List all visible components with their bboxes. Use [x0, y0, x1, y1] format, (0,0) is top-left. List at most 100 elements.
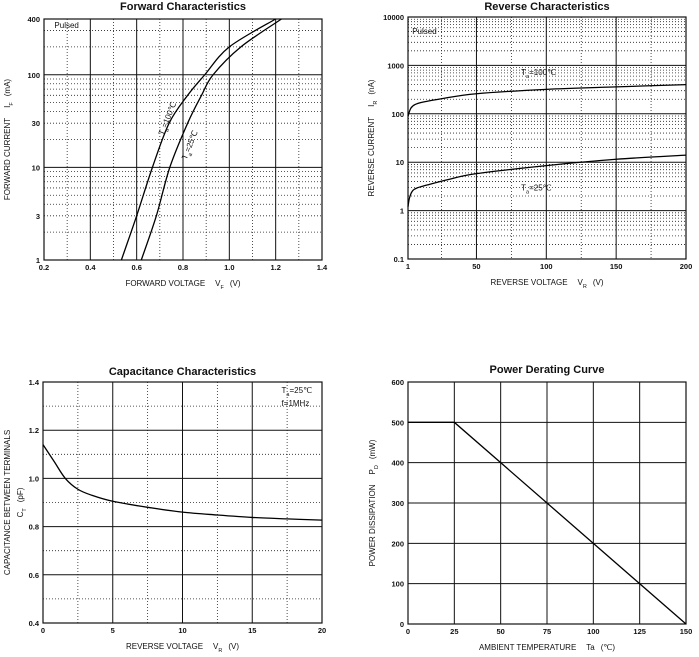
y-axis-unit-label: CT (pF) [16, 487, 28, 517]
axis-label-text: REVERSE VOLTAGE [126, 642, 203, 651]
axis-label-symbol: V [215, 279, 221, 288]
chart-power: Power Derating Curve 0 25 50 75 100 125 150 0 100… [368, 364, 692, 652]
y-tick-label: 0.8 [29, 523, 39, 532]
x-tick-label: 150 [610, 262, 623, 271]
annotation-label: Ta=25℃ [282, 386, 313, 398]
y-axis-label: FORWARD CURRENT IF (mA) [3, 79, 15, 200]
annotation-label: Pulsed [412, 27, 436, 36]
axis-label-text: REVERSE CURRENT [367, 117, 376, 197]
axis-label-symbol: P [368, 469, 377, 474]
axis-label-subscript: R [583, 284, 587, 290]
y-tick-label: 10000 [383, 13, 404, 22]
annotation-rest: =100℃ [160, 101, 178, 129]
axis-label-unit: (V) [593, 278, 604, 287]
x-tick-label: 20 [318, 626, 326, 635]
axis-label-unit: (℃) [601, 643, 616, 652]
x-tick-label: 125 [633, 627, 646, 636]
series-line-1 [140, 18, 282, 261]
y-tick-label: 3 [36, 212, 40, 221]
y-tick-label: 500 [391, 418, 404, 427]
y-tick-label: 400 [27, 15, 40, 24]
chart-title: Forward Characteristics [120, 1, 246, 13]
annotation-label: Pulsed [54, 21, 78, 30]
chart-title: Power Derating Curve [490, 364, 605, 376]
annotation-main: Pulsed [412, 27, 436, 36]
chart-title: Reverse Characteristics [484, 1, 609, 13]
y-tick-label: 300 [391, 499, 404, 508]
axis-label-subscript: D [374, 465, 380, 469]
annotation-main: T [282, 386, 287, 395]
annotation-label: Ta=100℃ [521, 68, 556, 80]
axis-label-subscript: R [373, 101, 379, 105]
series-line-0 [42, 444, 323, 521]
y-tick-label: 600 [391, 378, 404, 387]
x-tick-label: 1.2 [270, 263, 280, 272]
x-tick-label: 75 [543, 627, 551, 636]
y-tick-label: 0.6 [29, 571, 39, 580]
x-tick-label: 50 [472, 262, 480, 271]
x-tick-label: 200 [680, 262, 693, 271]
chart-title: Capacitance Characteristics [109, 366, 256, 378]
x-tick-label: 1.4 [317, 263, 328, 272]
y-tick-label: 1.2 [29, 426, 39, 435]
chart-forward: Forward Characteristics 0.2 0.4 0.6 0.8 1.0 1.… [3, 1, 328, 291]
x-tick-label: 0.6 [131, 263, 141, 272]
plot-frame [407, 16, 687, 260]
annotation-main: T [521, 68, 526, 77]
axis-label-symbol: I [3, 106, 12, 108]
x-tick-label: 0 [41, 626, 45, 635]
annotation-rest: =25℃ [529, 184, 552, 193]
y-tick-label: 100 [391, 580, 404, 589]
x-tick-label: 100 [587, 627, 600, 636]
annotation-main: T [157, 128, 167, 136]
annotation-main: T [521, 184, 526, 193]
x-tick-label: 5 [111, 626, 115, 635]
axis-label-symbol: V [213, 642, 219, 651]
y-tick-label: 100 [27, 71, 40, 80]
series-line-0 [407, 84, 687, 117]
y-axis-label: REVERSE CURRENT IR (nA) [367, 79, 379, 196]
annotation-main: Pulsed [54, 21, 78, 30]
plot-frame [42, 381, 323, 624]
x-tick-label: 0.2 [39, 263, 49, 272]
x-tick-label: 0 [406, 627, 410, 636]
x-axis-label: AMBIENT TEMPERATURE Ta (℃) [479, 643, 615, 652]
plot-frame [43, 18, 323, 261]
annotation-main: f=1MHz [282, 399, 310, 408]
axis-label-text: POWER DISSIPATION [368, 484, 377, 566]
series-line-1 [407, 154, 687, 207]
x-tick-label: 150 [680, 627, 693, 636]
x-tick-label: 15 [248, 626, 256, 635]
axis-label-unit: (V) [230, 279, 241, 288]
axis-label-text: FORWARD CURRENT [3, 118, 12, 200]
x-tick-label: 0.4 [85, 263, 96, 272]
x-tick-label: 25 [450, 627, 458, 636]
axis-label-subscript: F [9, 102, 15, 106]
axis-label-symbol: I [367, 105, 376, 107]
y-tick-label: 10 [396, 158, 404, 167]
x-tick-label: 1.0 [224, 263, 234, 272]
plot-frame [407, 381, 687, 625]
x-tick-label: 0.8 [178, 263, 188, 272]
annotation-label: f=1MHz [282, 399, 310, 408]
y-tick-label: 1.4 [29, 378, 40, 387]
axis-label-symbol: V [578, 278, 584, 287]
y-tick-label: 1.0 [29, 474, 39, 483]
axis-label-unit: (mW) [368, 439, 377, 459]
chart-capacitance: Capacitance Characteristics 0 5 10 15 20 0.4 0.… [3, 366, 326, 654]
y-tick-label: 1000 [387, 61, 404, 70]
annotation-rest: =25℃ [289, 386, 312, 395]
axis-label-symbol: C [16, 511, 25, 517]
axis-label-text: FORWARD VOLTAGE [125, 279, 205, 288]
y-tick-label: 1 [36, 256, 40, 265]
x-axis-label: REVERSE VOLTAGE VR (V) [126, 642, 239, 654]
y-tick-label: 400 [391, 459, 404, 468]
y-tick-label: 30 [32, 119, 40, 128]
axis-label-unit: (mA) [3, 79, 12, 97]
series-line-0 [408, 421, 687, 625]
annotation-subscript: a [526, 74, 530, 80]
annotation-subscript: a [164, 127, 171, 133]
y-tick-label: 0.4 [29, 619, 40, 628]
